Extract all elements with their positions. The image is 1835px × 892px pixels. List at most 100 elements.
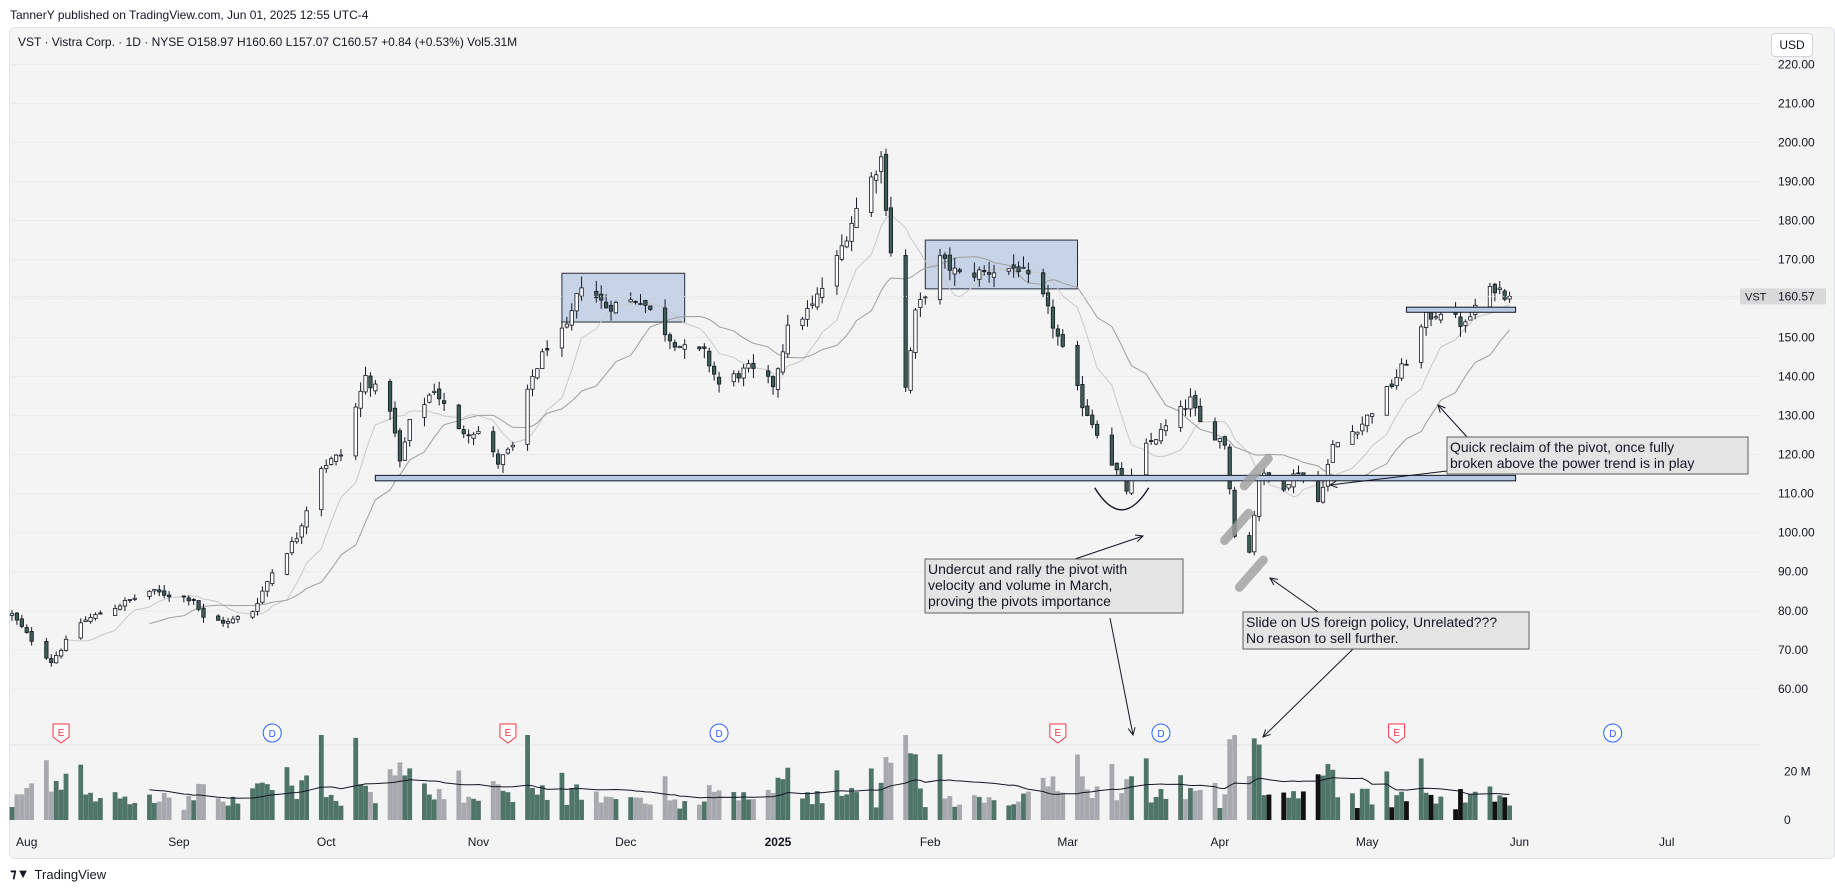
candle-body <box>476 430 481 434</box>
arrow-head <box>1437 404 1446 413</box>
volume-bar <box>1124 779 1129 820</box>
volume-bar <box>156 801 162 820</box>
volume-bar <box>1055 791 1061 820</box>
arrow-head <box>1127 727 1136 737</box>
candle-body <box>265 581 270 592</box>
candle-body <box>1114 462 1119 471</box>
candle-body <box>1419 326 1424 363</box>
volume-bar <box>1227 739 1233 820</box>
volume-bar <box>1148 802 1154 820</box>
footer-brand[interactable]: ⁊▼ TradingView <box>10 866 106 882</box>
candle-body <box>324 465 329 469</box>
candle-body <box>1016 266 1021 273</box>
volume-bar <box>1423 792 1429 820</box>
volume-bar <box>1364 788 1370 820</box>
volume-bar <box>873 807 879 820</box>
volume-bar <box>338 805 344 820</box>
candle-body <box>196 600 201 610</box>
price-tick-label: 140.00 <box>1778 370 1815 384</box>
volume-bar <box>608 796 614 820</box>
candle-body <box>466 434 471 437</box>
volume-bar <box>917 788 923 820</box>
candle-body <box>225 621 231 624</box>
price-tick-label: 190.00 <box>1778 175 1815 189</box>
volume-bar <box>1153 797 1159 820</box>
candle-body <box>839 245 844 260</box>
symbol-legend[interactable]: VST · Vistra Corp. · 1D · NYSE O158.97 H… <box>18 35 518 49</box>
currency-button[interactable]: USD <box>1771 33 1813 57</box>
volume-bar <box>981 802 987 820</box>
volume-bar <box>461 802 467 820</box>
time-axis: Aug Sep Oct Nov Dec 2025 Feb Mar Apr May Jun Jul <box>16 835 1674 849</box>
candle-body <box>284 553 290 575</box>
candle-body <box>270 572 275 585</box>
tradingview-logo-icon: ⁊▼ <box>10 866 30 881</box>
earnings-icon <box>499 723 517 744</box>
volume-bar <box>868 768 874 820</box>
annotation-reclaim-line: Quick reclaim of the pivot, once fully <box>1450 439 1674 455</box>
volume-bar <box>638 797 643 820</box>
volume-bar <box>426 794 432 820</box>
volume-bar <box>436 788 442 820</box>
volume-bar <box>294 799 300 820</box>
volume-bar <box>942 798 948 820</box>
volume-bar <box>1060 792 1066 820</box>
candle-body <box>1193 395 1198 409</box>
candle-body <box>608 304 614 312</box>
price-tick-label: 60.00 <box>1778 682 1808 696</box>
volume-bar <box>785 767 791 820</box>
dividend-label: D <box>1157 729 1164 740</box>
candle-body <box>643 300 648 306</box>
volume-bar <box>83 794 89 820</box>
candle-body <box>1428 311 1434 320</box>
candle-body <box>849 222 854 242</box>
volume-bar <box>844 794 850 820</box>
candle-body <box>648 305 653 310</box>
price-tick-label: 220.00 <box>1778 58 1815 72</box>
candle-body <box>353 406 358 457</box>
volume-bar <box>1335 797 1341 820</box>
candle-body <box>167 594 172 598</box>
candle-body <box>387 381 393 412</box>
volume-bar <box>1458 789 1463 820</box>
candle-body <box>1006 268 1011 272</box>
volume-bar <box>1050 776 1056 820</box>
annotation-slide-line: Slide on US foreign policy, Unrelated??? <box>1246 614 1497 630</box>
candle-body <box>1158 428 1164 442</box>
candle-body <box>78 622 83 639</box>
candle-body <box>766 370 771 377</box>
candle-body <box>162 590 167 596</box>
price-tick-label: 70.00 <box>1778 643 1808 657</box>
candle-body <box>1149 440 1154 443</box>
volume-bar <box>544 799 550 820</box>
candle-body <box>1497 287 1502 291</box>
candle-body <box>157 589 162 593</box>
volume-bar <box>1129 776 1134 820</box>
candle-body <box>702 346 707 349</box>
candle-body <box>874 174 879 181</box>
volume-bar <box>14 794 20 820</box>
volume-bar <box>1197 789 1203 820</box>
drawing-marks <box>1094 454 1273 592</box>
volume-bar <box>834 770 840 820</box>
time-tick-label: Jun <box>1510 835 1529 849</box>
volume-bar <box>1433 803 1439 820</box>
candle-body <box>1384 386 1389 416</box>
candle-body <box>471 433 476 439</box>
candle-body <box>1198 405 1203 423</box>
candle-body <box>1178 406 1183 428</box>
volume-bar <box>181 809 187 820</box>
price-tick-label: 90.00 <box>1778 565 1808 579</box>
volume-bar <box>510 802 516 820</box>
candle-body <box>9 613 15 616</box>
volume-bar <box>957 804 963 820</box>
volume-bar <box>780 779 786 820</box>
time-tick-label: Aug <box>16 835 37 849</box>
candle-body <box>918 299 923 308</box>
candle-body <box>1502 290 1507 300</box>
volume-bar <box>368 791 373 820</box>
candle-body <box>579 287 584 297</box>
candle-body <box>461 429 466 435</box>
arrow-head <box>1262 729 1271 738</box>
